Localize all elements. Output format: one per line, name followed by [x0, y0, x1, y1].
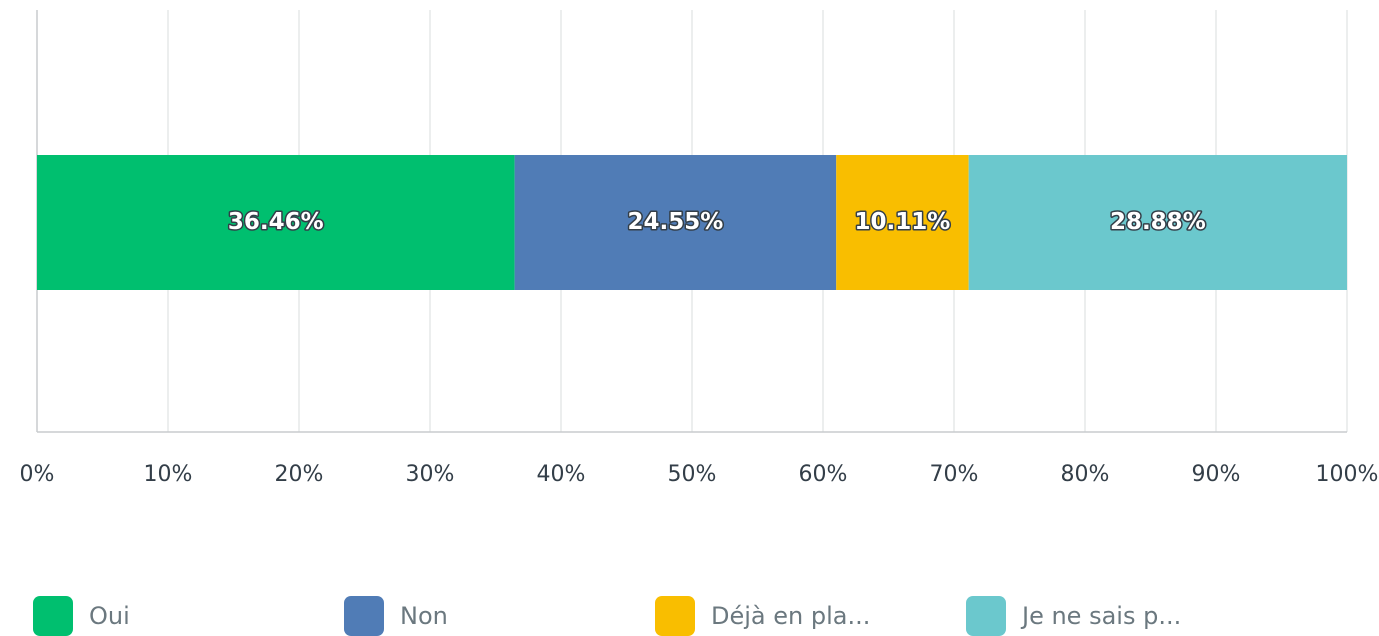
x-tick-label: 50%	[668, 462, 717, 487]
legend-label: Déjà en pla...	[711, 602, 870, 630]
legend-label: Non	[400, 602, 448, 630]
bar-segment	[836, 155, 969, 290]
data-label: 28.88%	[1110, 209, 1206, 235]
legend-swatch	[655, 596, 695, 636]
legend-label: Oui	[89, 602, 130, 630]
x-tick-label: 20%	[275, 462, 324, 487]
x-tick-label: 30%	[406, 462, 455, 487]
legend-label: Je ne sais p...	[1020, 602, 1181, 630]
x-tick-label: 80%	[1061, 462, 1110, 487]
x-tick-label: 0%	[20, 462, 55, 487]
x-tick-label: 90%	[1192, 462, 1241, 487]
x-tick-label: 70%	[930, 462, 979, 487]
legend-swatch	[966, 596, 1006, 636]
legend-swatch	[33, 596, 73, 636]
x-tick-label: 60%	[799, 462, 848, 487]
legend-swatch	[344, 596, 384, 636]
x-tick-label: 40%	[537, 462, 586, 487]
data-label: 10.11%	[855, 209, 951, 235]
x-tick-label: 100%	[1316, 462, 1379, 487]
data-label: 24.55%	[628, 209, 724, 235]
bar-segment	[514, 155, 837, 290]
data-label: 36.46%	[228, 209, 324, 235]
x-tick-label: 10%	[144, 462, 193, 487]
bar-segment	[37, 155, 515, 290]
bar-segment	[968, 155, 1347, 290]
